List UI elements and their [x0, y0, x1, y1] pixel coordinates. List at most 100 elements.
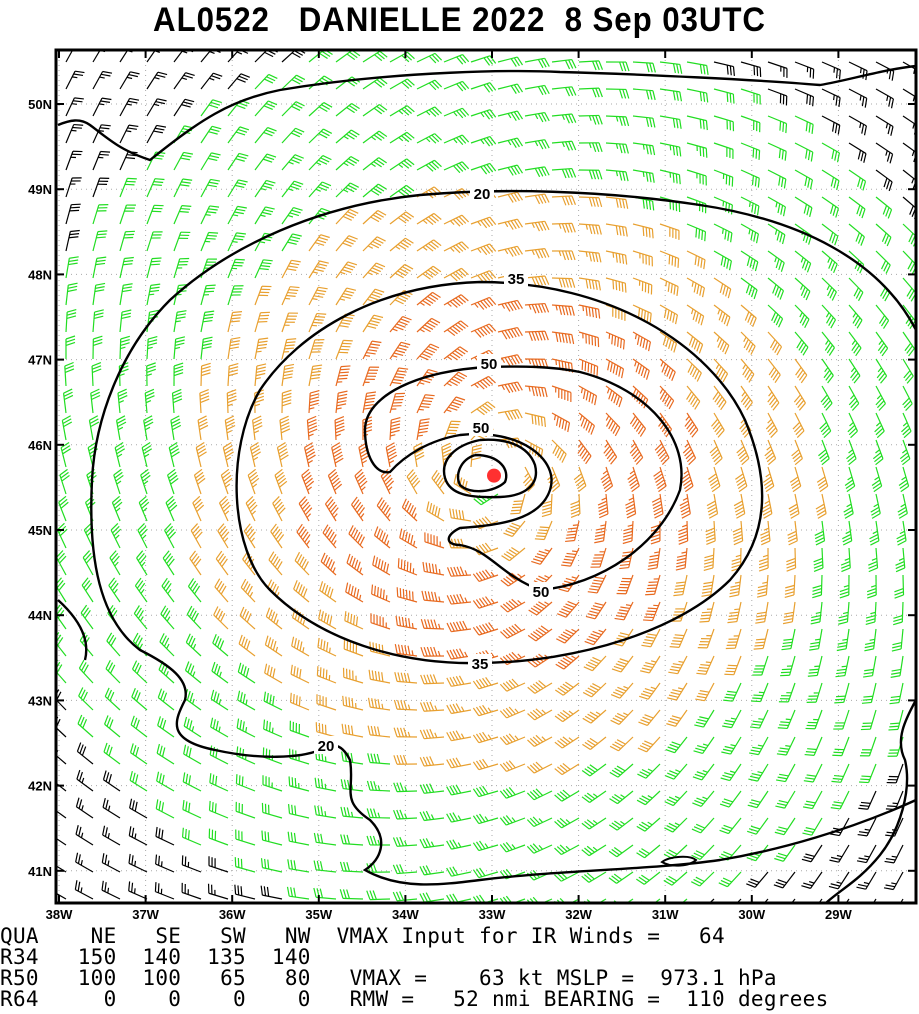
- wind-barb: [625, 493, 637, 519]
- lon-label: 30W: [738, 907, 765, 922]
- wind-barb: [819, 412, 832, 439]
- wind-barb: [254, 73, 278, 90]
- wind-barb: [632, 358, 650, 380]
- wind-barb: [144, 388, 155, 414]
- wind-barb: [713, 196, 733, 215]
- wind-barb: [874, 412, 885, 439]
- wind-barb: [419, 865, 445, 876]
- wind-barb: [339, 861, 364, 873]
- wind-barb: [524, 220, 550, 232]
- wind-barb: [65, 229, 80, 252]
- wind-barb: [686, 223, 707, 242]
- wind-barb: [416, 394, 435, 414]
- wind-barb: [551, 250, 576, 261]
- wind-barb: [856, 844, 877, 864]
- wind-barb: [605, 223, 628, 237]
- wind-barb: [146, 98, 167, 117]
- wind-barb: [722, 709, 742, 729]
- wind-barb: [419, 838, 445, 849]
- contour-line: [90, 189, 916, 886]
- wind-barb: [344, 611, 364, 630]
- wind-barb: [237, 690, 256, 711]
- wind-barb: [272, 496, 286, 522]
- analysis-datetime: 8 Sep 03UTC: [564, 1, 766, 39]
- wind-barb: [371, 584, 391, 603]
- wind-barb: [773, 871, 796, 889]
- r34-se: 140: [142, 945, 182, 969]
- wind-barb: [64, 361, 75, 387]
- wind-barb: [848, 196, 866, 219]
- wind-barb: [192, 495, 205, 522]
- wind-barb: [315, 722, 337, 738]
- wind-barb: [605, 412, 621, 437]
- wind-barb: [719, 817, 742, 835]
- wind-barb: [708, 898, 715, 903]
- wind-barb: [234, 857, 256, 873]
- wind-barb: [659, 142, 682, 157]
- wind-barb: [500, 598, 526, 613]
- wind-barb: [129, 798, 148, 819]
- wind-barb: [327, 468, 343, 495]
- wind-barb: [729, 574, 742, 598]
- wind-barb: [848, 277, 864, 302]
- wind-barb: [168, 442, 180, 468]
- wind-barb: [288, 776, 310, 792]
- wind-barb: [844, 466, 856, 493]
- wind-barb: [173, 50, 194, 63]
- wind-barb: [472, 785, 499, 798]
- wind-barb: [399, 528, 418, 549]
- wind-barb: [524, 275, 550, 287]
- wind-barb: [119, 283, 133, 306]
- wind-barb: [895, 547, 906, 573]
- wind-barb: [162, 550, 175, 576]
- wind-barb: [637, 763, 661, 779]
- wind-barb: [102, 825, 121, 846]
- wind-barb: [406, 469, 421, 495]
- wind-barb: [651, 493, 664, 519]
- wind-barb: [794, 250, 812, 273]
- wind-barb: [274, 468, 288, 495]
- wind-barb: [472, 676, 499, 690]
- wind-barb: [713, 277, 732, 299]
- wind-barb: [92, 309, 104, 333]
- wind-barb: [472, 542, 499, 556]
- wind-barb: [690, 871, 715, 887]
- wind-barb: [65, 150, 83, 171]
- wind-barb: [317, 637, 337, 657]
- wind-barb: [551, 385, 572, 402]
- wind-barb: [119, 335, 130, 360]
- wind-barb: [499, 787, 526, 799]
- wind-barb: [499, 678, 526, 692]
- wind-barb: [767, 196, 786, 217]
- wind-barb: [109, 550, 121, 576]
- wind-barb: [443, 320, 469, 337]
- wind-barb: [130, 715, 148, 738]
- wind-barb: [171, 388, 183, 414]
- wind-barb: [236, 718, 256, 738]
- wind-barb: [316, 694, 337, 711]
- wind-barb: [767, 223, 786, 245]
- wind-barb: [281, 338, 297, 360]
- wind-barb: [264, 663, 283, 684]
- wind-barb: [401, 498, 418, 522]
- wind-barb: [643, 601, 661, 622]
- wind-barb: [200, 231, 219, 252]
- wind-barb: [794, 196, 813, 218]
- wind-barb: [767, 304, 784, 328]
- wind-barb: [237, 662, 256, 684]
- wind-barb: [605, 250, 628, 265]
- wind-barb: [820, 385, 833, 411]
- wind-barb: [130, 743, 148, 765]
- wind-barb: [389, 78, 415, 90]
- wind-barb: [581, 763, 607, 777]
- wind-barb: [190, 523, 203, 549]
- mslp-label: MSLP =: [556, 966, 635, 990]
- wind-barb: [362, 391, 377, 414]
- wind-barb: [261, 802, 283, 819]
- wind-barb: [802, 817, 823, 836]
- wind-barb: [890, 655, 904, 678]
- wind-barb: [812, 574, 823, 599]
- wind-barb: [767, 61, 788, 78]
- wind-barb: [801, 844, 823, 863]
- wind-barb: [794, 61, 815, 79]
